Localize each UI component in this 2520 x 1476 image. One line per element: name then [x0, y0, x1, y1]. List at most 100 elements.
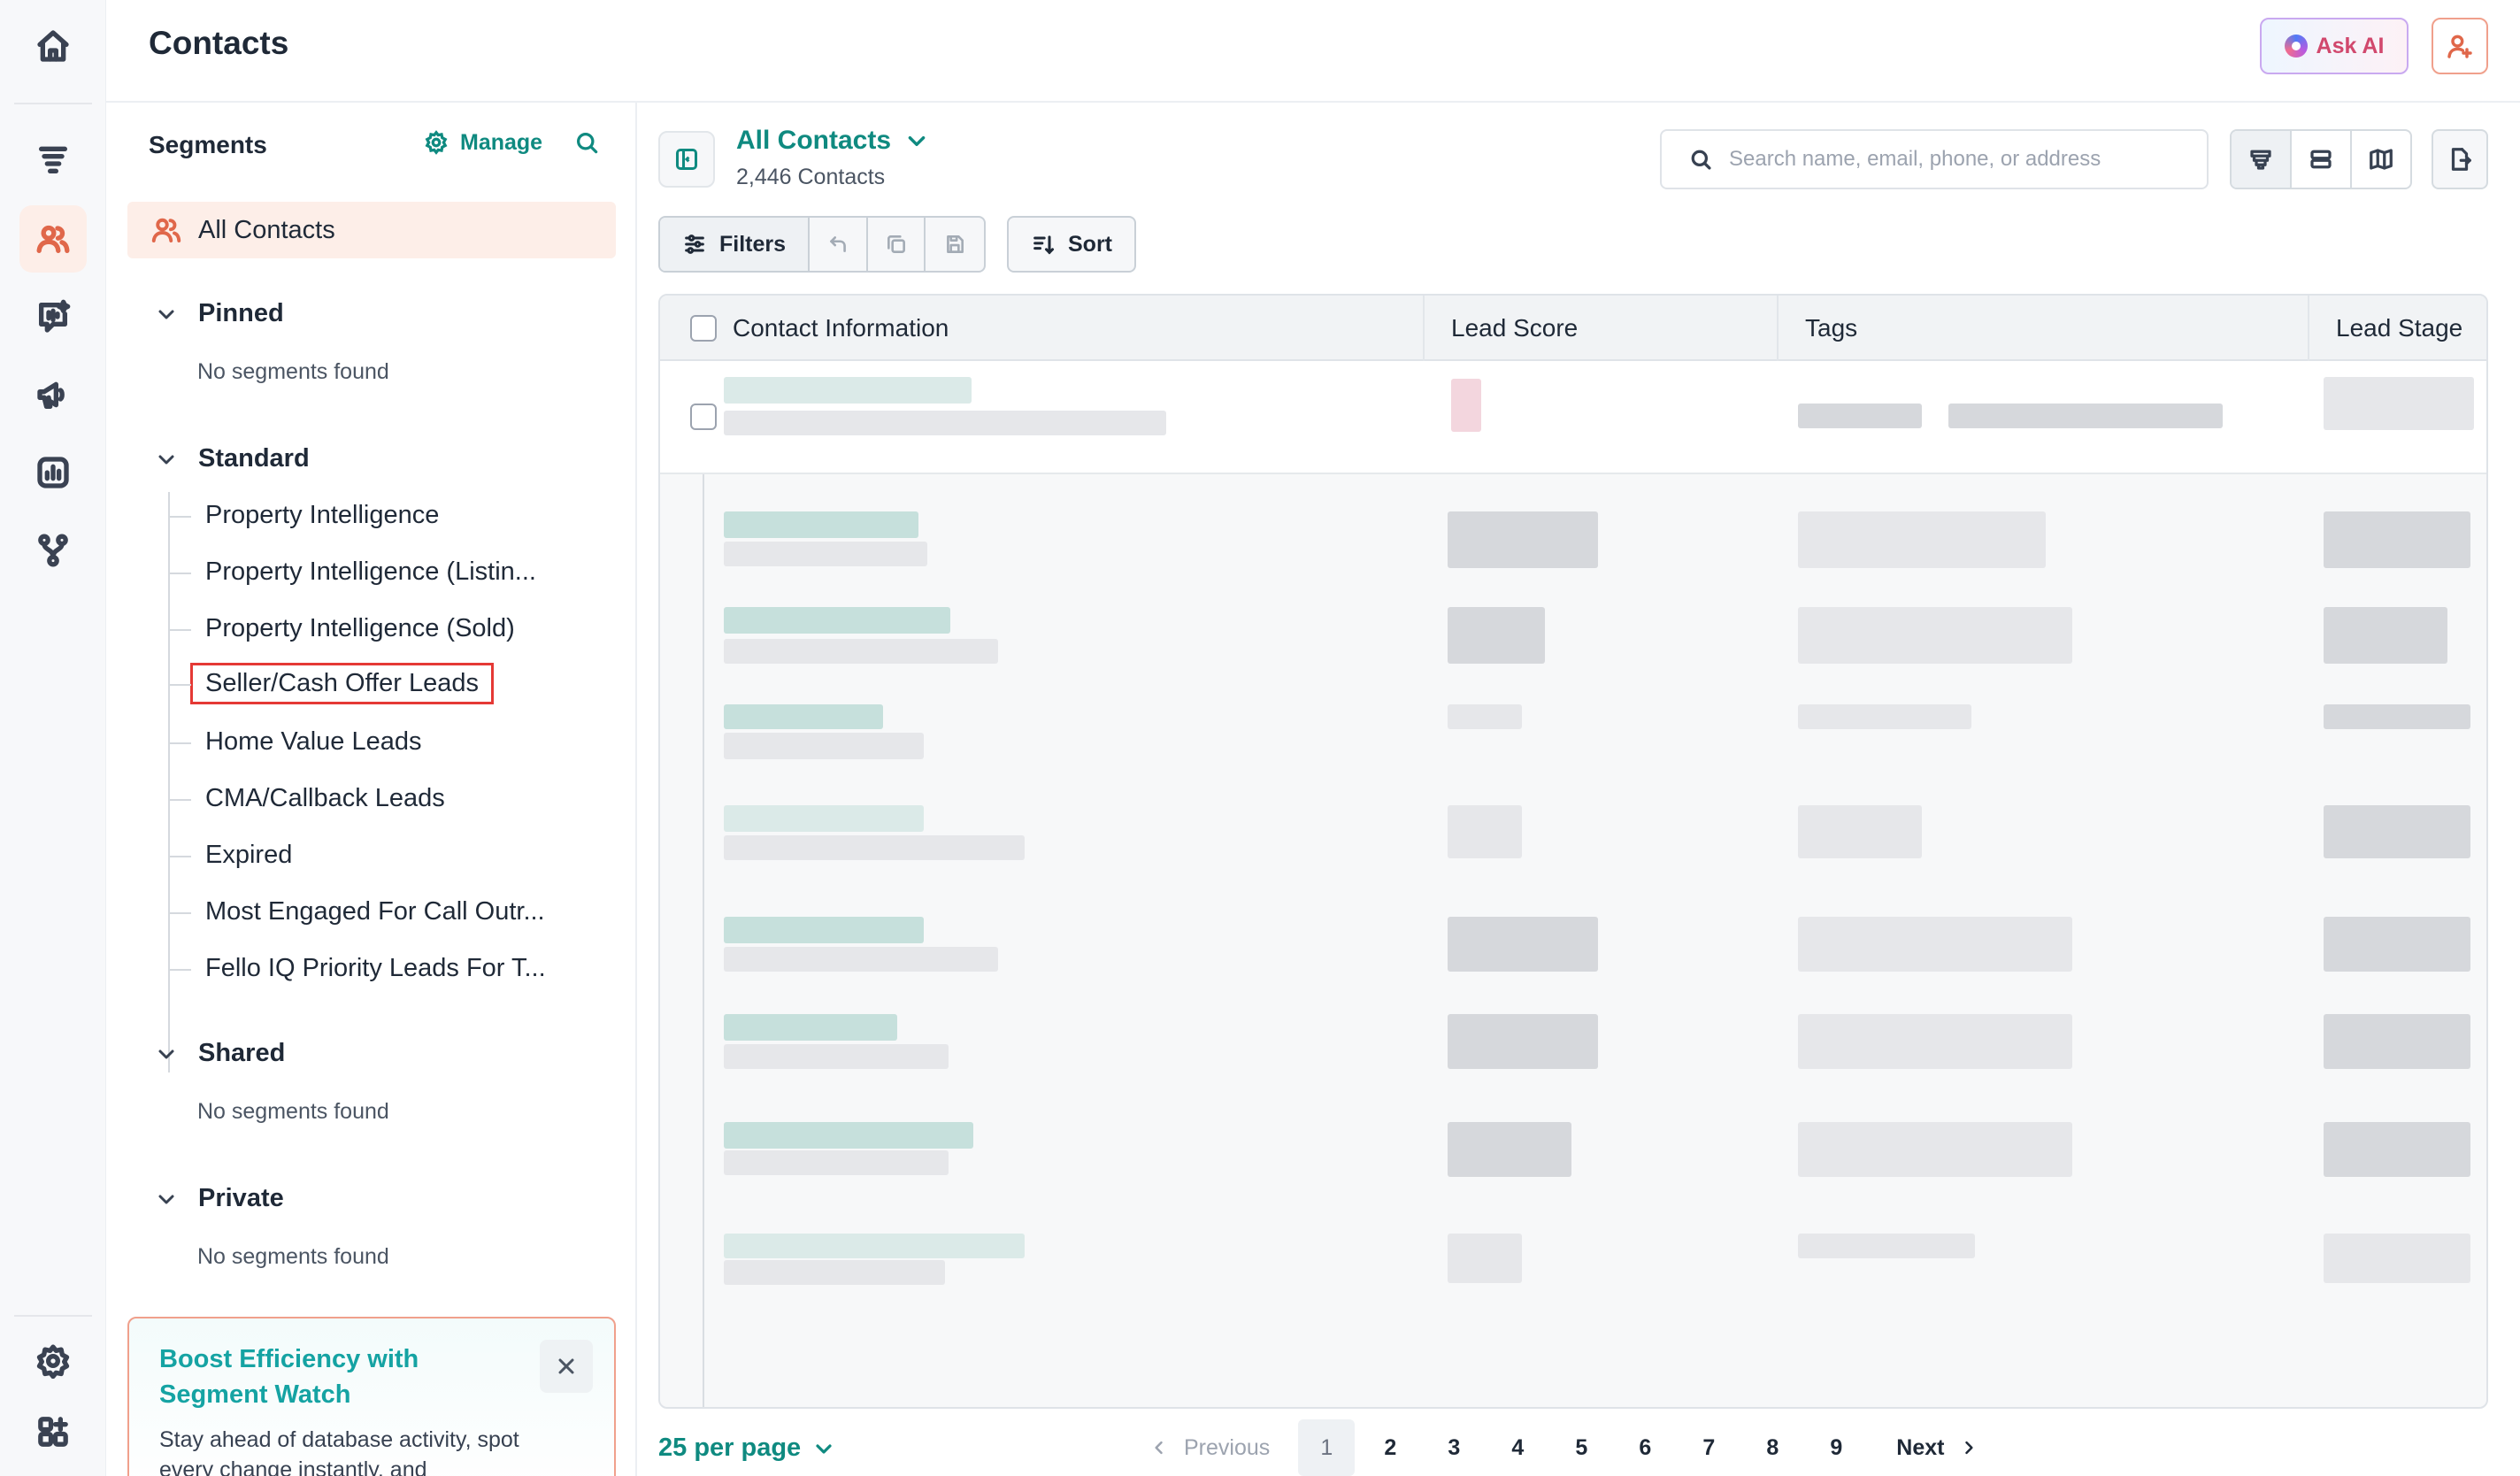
redacted-score — [1448, 1122, 1571, 1177]
redacted-score — [1451, 379, 1481, 432]
sparkle-icon — [2284, 35, 2308, 58]
filters-label: Filters — [719, 231, 787, 257]
segment-item[interactable]: Property Intelligence (Sold) — [170, 614, 515, 642]
table-row[interactable] — [660, 791, 2486, 904]
redacted-tags — [1798, 1122, 2072, 1177]
funnel-icon[interactable] — [19, 126, 87, 193]
segment-item[interactable]: Most Engaged For Call Outr... — [170, 897, 545, 926]
page-button[interactable]: 3 — [1448, 1434, 1461, 1460]
filters-button[interactable]: Filters — [660, 218, 811, 271]
page-button[interactable]: 4 — [1511, 1434, 1525, 1460]
redacted-score — [1448, 917, 1598, 972]
select-all-checkbox[interactable] — [690, 315, 717, 342]
duplicate-filter-button[interactable] — [868, 218, 926, 271]
megaphone-icon[interactable] — [19, 361, 87, 428]
sort-button[interactable]: Sort — [1007, 216, 1136, 273]
standard-group-toggle[interactable]: Standard — [156, 444, 310, 473]
workflow-icon[interactable] — [19, 517, 87, 584]
map-icon — [2370, 149, 2393, 170]
users-icon[interactable] — [19, 205, 87, 273]
table-row[interactable] — [660, 1092, 2486, 1205]
map-view-button[interactable] — [2352, 131, 2410, 188]
copy-icon — [887, 235, 905, 253]
redacted-contact — [724, 947, 998, 972]
column-header-lead-score[interactable]: Lead Score — [1423, 296, 1777, 361]
page-button[interactable]: 8 — [1766, 1434, 1779, 1460]
apps-icon[interactable] — [19, 1398, 87, 1465]
redacted-name — [724, 377, 972, 404]
segment-item[interactable]: Home Value Leads — [170, 727, 422, 756]
export-file-icon — [2451, 148, 2471, 171]
segments-title: Segments — [149, 131, 267, 158]
add-contact-button[interactable] — [2432, 18, 2488, 74]
redacted-name — [724, 1014, 897, 1041]
redacted-score — [1448, 607, 1545, 664]
redacted-tags — [1798, 917, 2072, 972]
page-button[interactable]: 7 — [1702, 1434, 1716, 1460]
redacted-contact — [724, 639, 998, 664]
segment-watch-promo: Boost Efficiency with Segment Watch Stay… — [127, 1317, 616, 1476]
ask-ai-button[interactable]: Ask AI — [2260, 18, 2409, 74]
page-button[interactable]: 2 — [1384, 1434, 1397, 1460]
toggle-sidebar-button[interactable] — [658, 131, 715, 188]
page-button[interactable]: 9 — [1830, 1434, 1843, 1460]
table-view-button[interactable] — [2232, 131, 2292, 188]
table-row[interactable] — [660, 1189, 2486, 1303]
settings-icon[interactable] — [19, 1327, 87, 1395]
chat-ai-icon[interactable] — [19, 283, 87, 350]
shared-group-toggle[interactable]: Shared — [156, 1039, 285, 1068]
search-input[interactable] — [1729, 147, 2189, 172]
contact-search[interactable] — [1660, 129, 2209, 189]
per-page-selector[interactable]: 25 per page — [658, 1434, 834, 1463]
manage-segments-button[interactable]: Manage — [423, 129, 542, 156]
tree-line — [168, 492, 170, 1072]
segment-item[interactable]: Fello IQ Priority Leads For T... — [170, 954, 546, 982]
previous-page-button[interactable]: Previous — [1150, 1435, 1270, 1461]
close-promo-button[interactable] — [540, 1340, 593, 1393]
list-view-button[interactable] — [2292, 131, 2352, 188]
redacted-stage — [2324, 607, 2447, 664]
table-view-icon — [2250, 150, 2271, 170]
segment-all-contacts[interactable]: All Contacts — [127, 202, 616, 258]
table-row[interactable] — [660, 496, 2486, 609]
page-button-current[interactable]: 1 — [1298, 1419, 1356, 1476]
column-header-lead-stage[interactable]: Lead Stage — [2308, 296, 2486, 361]
table-row[interactable] — [660, 593, 2486, 706]
chevron-down-icon — [158, 455, 174, 464]
segment-item[interactable]: Property Intelligence (Listin... — [170, 557, 536, 586]
next-page-button[interactable]: Next — [1896, 1435, 1978, 1461]
table-row[interactable] — [660, 361, 2486, 474]
export-button[interactable] — [2432, 129, 2488, 189]
redacted-name — [724, 917, 924, 943]
redacted-contact — [724, 733, 924, 759]
segment-item[interactable]: Property Intelligence — [169, 501, 440, 529]
pagination: Previous 1 2 3 4 5 6 7 8 9 Next — [1150, 1419, 1978, 1476]
table-row[interactable] — [660, 888, 2486, 1002]
page-button[interactable]: 5 — [1575, 1434, 1588, 1460]
undo-filter-button[interactable] — [810, 218, 868, 271]
table-row[interactable] — [660, 690, 2486, 803]
column-header-contact-information[interactable]: Contact Information — [660, 296, 1423, 361]
segment-label: All Contacts — [198, 215, 335, 244]
redacted-tags — [1798, 805, 1922, 858]
save-filter-button[interactable] — [926, 218, 984, 271]
page-button[interactable]: 6 — [1639, 1434, 1652, 1460]
row-group-line — [703, 474, 704, 1407]
row-checkbox[interactable] — [690, 404, 717, 430]
redacted-name — [724, 805, 924, 832]
list-view-icon — [2310, 150, 2332, 169]
table-row[interactable] — [660, 986, 2486, 1099]
redacted-name — [724, 511, 918, 538]
view-selector[interactable]: All Contacts — [736, 126, 928, 156]
redacted-contact — [724, 411, 1166, 435]
segment-item-seller-cash-offer[interactable]: Seller/Cash Offer Leads — [170, 663, 494, 704]
home-icon[interactable] — [19, 12, 87, 80]
pinned-group-toggle[interactable]: Pinned — [156, 299, 284, 328]
rail-divider — [14, 1315, 92, 1317]
segment-item[interactable]: CMA/Callback Leads — [170, 784, 445, 812]
segment-item[interactable]: Expired — [169, 841, 293, 869]
analytics-icon[interactable] — [19, 439, 87, 506]
segment-search-button[interactable] — [573, 129, 600, 160]
column-header-tags[interactable]: Tags — [1777, 296, 2308, 361]
private-group-toggle[interactable]: Private — [156, 1184, 284, 1213]
